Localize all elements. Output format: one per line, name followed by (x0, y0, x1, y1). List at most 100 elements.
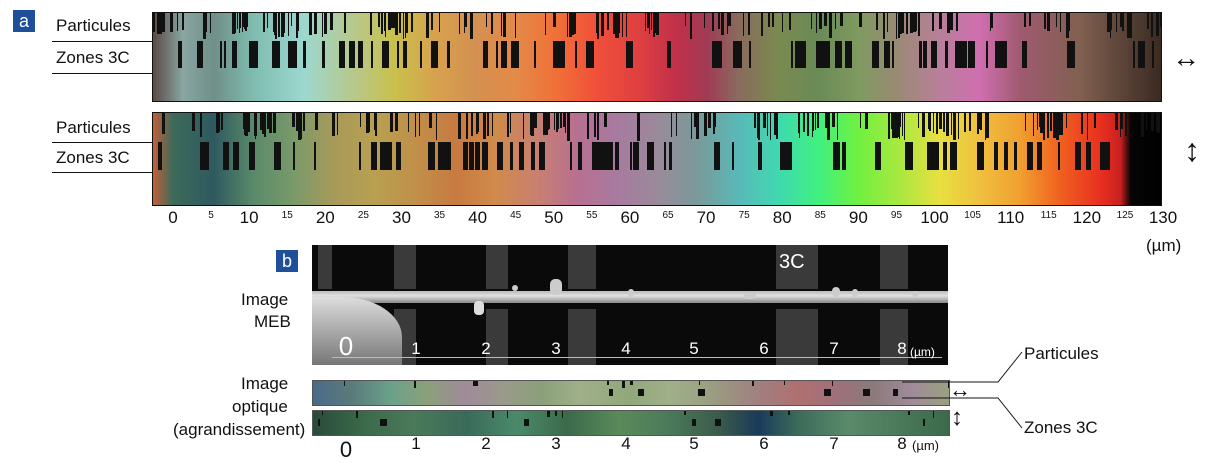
zone-mark (201, 142, 209, 171)
scale-tick-major: 50 (544, 208, 564, 227)
particle-mark (522, 113, 524, 140)
scale-tick-minor: 65 (662, 210, 674, 221)
particle-mark (1080, 113, 1083, 134)
zone-mark (402, 41, 407, 68)
particle-mark (694, 113, 697, 128)
scale-tick-minor: 115 (1040, 210, 1057, 221)
particle-mark (266, 113, 270, 129)
row2-particles-leader (52, 142, 152, 143)
particle-mark (769, 411, 773, 416)
particle-mark (381, 13, 384, 35)
scale-tick-major: 110 (997, 208, 1025, 227)
particle-mark (161, 13, 165, 33)
particle-mark (476, 113, 479, 135)
particle-mark (220, 113, 223, 130)
particle-mark (1122, 13, 1125, 31)
zone-mark (427, 142, 435, 171)
zone-mark (233, 142, 239, 171)
particle-mark (788, 13, 791, 31)
particle-mark (586, 113, 589, 139)
zone-mark (358, 41, 364, 68)
zone-mark (1066, 41, 1073, 68)
zone-mark (531, 142, 536, 171)
particle-mark (410, 13, 413, 32)
zone-mark (447, 142, 452, 171)
zone-mark (994, 142, 999, 171)
zone-mark (949, 142, 957, 171)
particle-mark (593, 113, 596, 138)
particle-mark (811, 13, 813, 30)
particle-mark (886, 13, 888, 33)
scale-tick-major: 120 (1072, 208, 1102, 227)
zone-mark (157, 142, 161, 171)
particle-mark (896, 13, 898, 39)
particle-mark (816, 113, 819, 129)
zone-mark (430, 41, 438, 68)
row1-zones-leader (52, 73, 152, 74)
zone-mark (358, 142, 361, 171)
particle-mark (243, 113, 245, 130)
particle-mark (458, 113, 462, 139)
zone-mark (437, 142, 444, 171)
particle-mark (308, 13, 312, 36)
particle-mark (378, 13, 380, 27)
particle-mark (1114, 113, 1118, 131)
particle-mark (985, 113, 986, 140)
zone-mark (575, 41, 578, 68)
particle-mark (368, 113, 371, 132)
particle-mark (1025, 113, 1027, 132)
particle-mark (313, 13, 317, 35)
particle-mark (772, 13, 775, 27)
particle-mark (612, 13, 616, 34)
zone-mark (523, 418, 529, 426)
row1-optical-strip (152, 12, 1162, 102)
particle-mark (875, 13, 878, 30)
particle-mark (407, 113, 409, 133)
particle-mark (394, 13, 398, 35)
zone-mark (931, 41, 938, 68)
sem-image: 3C 0 1 2 3 4 5 6 7 8 (µm) (312, 245, 948, 365)
particle-mark (171, 13, 173, 31)
scale-tick-minor: 95 (890, 210, 903, 221)
zone-mark (967, 41, 974, 68)
zone-mark (717, 142, 721, 171)
bottom-scale-label: 7 (829, 434, 839, 453)
particle-mark (552, 13, 556, 28)
particle-mark (621, 13, 623, 37)
particle-mark (695, 113, 699, 140)
zone-mark (1022, 41, 1028, 68)
particle-mark (387, 13, 391, 31)
zone-mark (294, 41, 298, 68)
zone-mark (799, 41, 806, 68)
particle-mark (936, 113, 939, 134)
particle-mark (647, 13, 650, 28)
zone-mark (371, 41, 374, 68)
zone-mark (592, 142, 600, 171)
particle-mark (205, 13, 208, 33)
particle-mark (244, 13, 247, 30)
particle-mark (1044, 13, 1047, 30)
row1-particles-label: Particules (56, 16, 131, 35)
particle-mark (199, 113, 202, 138)
particle-mark (630, 381, 634, 386)
particle-mark (177, 13, 179, 31)
zone-mark (862, 388, 870, 396)
particle-mark (921, 113, 925, 138)
zone-mark (1085, 142, 1091, 171)
particle-mark (243, 13, 246, 28)
zone-mark (371, 142, 378, 171)
particle-mark (721, 13, 725, 36)
zone-mark (842, 142, 847, 171)
scale-tick-major: 0 (168, 208, 178, 227)
particle-mark (815, 13, 817, 33)
zone-mark (554, 41, 558, 68)
particle-mark (899, 113, 901, 140)
particle-mark (757, 113, 760, 141)
particle-mark (898, 113, 900, 137)
particle-mark (403, 13, 405, 39)
particle-mark (956, 13, 959, 32)
particle-mark (747, 13, 750, 35)
panel-a-unit: (µm) (1146, 236, 1182, 255)
scale-tick-major: 30 (391, 208, 411, 227)
particle-mark (466, 113, 468, 138)
